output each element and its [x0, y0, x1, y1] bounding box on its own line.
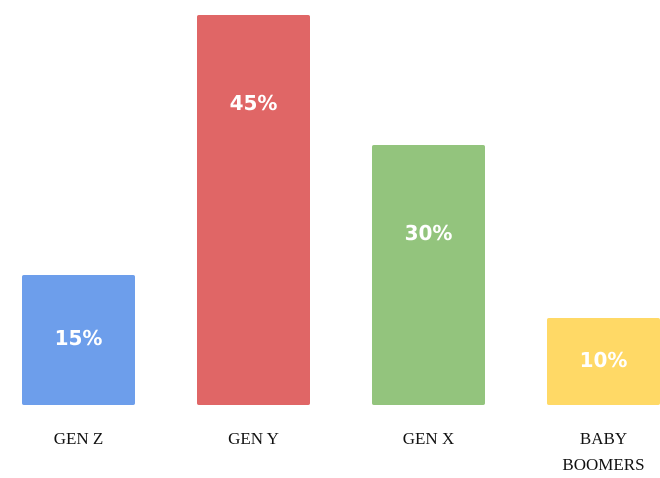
bar: 10% — [547, 318, 660, 405]
value-label: 30% — [404, 221, 453, 245]
x-tick-label: GEN X — [402, 429, 455, 448]
bar: 30% — [372, 145, 485, 405]
bar: 45% — [197, 15, 310, 405]
x-tick-label: GEN Y — [228, 429, 279, 448]
x-tick-label: GEN Z — [53, 429, 104, 448]
bar: 15% — [22, 275, 135, 405]
x-tick-label: BABY BOOMERS — [562, 429, 645, 474]
value-label: 10% — [579, 347, 628, 372]
value-label: 15% — [54, 326, 103, 350]
value-label: 45% — [229, 91, 278, 115]
